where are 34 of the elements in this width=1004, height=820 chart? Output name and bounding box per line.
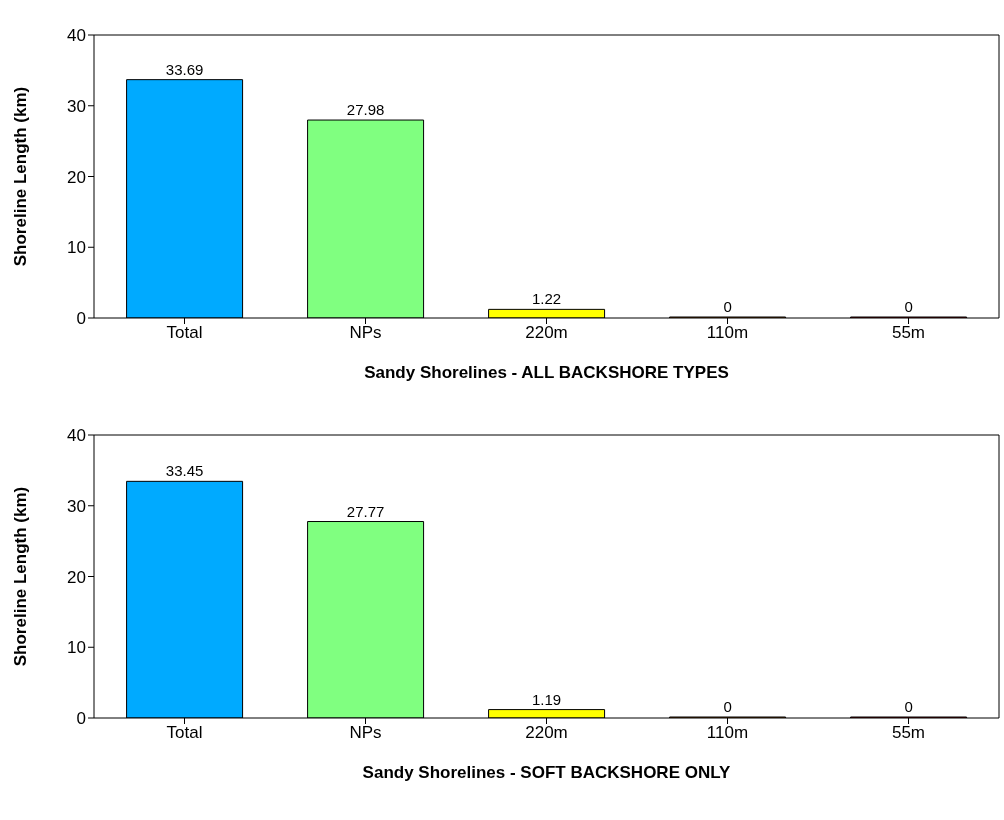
data-label: 33.45 <box>165 462 204 480</box>
y-tick-label: 20 <box>67 567 86 587</box>
x-tick-label: 110m <box>706 723 749 743</box>
y-tick-label: 20 <box>67 167 86 187</box>
data-label: 1.19 <box>531 690 562 708</box>
x-axis-title: Sandy Shorelines - ALL BACKSHORE TYPES <box>364 363 729 382</box>
y-tick-label: 30 <box>67 496 86 516</box>
y-tick-label: 10 <box>67 638 86 658</box>
y-tick-label: 0 <box>76 309 86 329</box>
x-tick-label: 220m <box>525 323 568 343</box>
x-axis-title: Sandy Shorelines - SOFT BACKSHORE ONLY <box>362 763 732 782</box>
y-tick-label: 40 <box>67 426 86 446</box>
data-label: 27.98 <box>346 101 385 119</box>
x-tick-label: Total <box>166 323 203 343</box>
x-tick-label: 55m <box>891 323 926 343</box>
data-label: 0 <box>904 698 913 715</box>
data-label: 27.77 <box>346 502 385 520</box>
y-tick-label: 30 <box>67 96 86 116</box>
x-tick-label: 110m <box>706 323 749 343</box>
y-tick-label: 0 <box>76 709 86 729</box>
data-label: 1.22 <box>531 290 562 308</box>
data-label: 0 <box>723 298 732 315</box>
y-axis-title: Shoreline Length (km) <box>11 486 31 667</box>
data-label: 33.69 <box>165 60 204 78</box>
x-tick-label: 55m <box>891 723 926 743</box>
y-tick-label: 10 <box>67 238 86 258</box>
data-label: 0 <box>904 298 913 315</box>
x-tick-label: Total <box>166 723 203 743</box>
data-label: 0 <box>723 698 732 715</box>
x-tick-label: NPs <box>349 723 382 743</box>
y-tick-label: 40 <box>67 26 86 46</box>
y-axis-title: Shoreline Length (km) <box>11 86 31 267</box>
x-tick-label: NPs <box>349 323 382 343</box>
x-tick-label: 220m <box>525 723 568 743</box>
